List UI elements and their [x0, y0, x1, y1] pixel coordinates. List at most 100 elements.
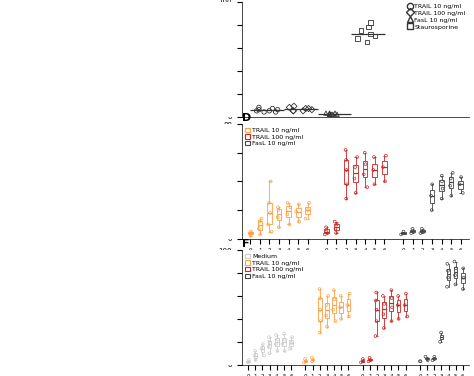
- Point: [321, 232, 328, 238]
- Bar: [454, 267, 457, 277]
- Point: [266, 210, 273, 216]
- Point: [326, 111, 333, 117]
- Bar: [261, 346, 264, 352]
- Point: [388, 295, 395, 301]
- Point: [264, 221, 272, 227]
- Point: [308, 107, 316, 113]
- Point: [457, 174, 465, 180]
- Legend: TRAIL 10 ng/ml, TRAIL 100 ng/ml, FasL 10 ng/ml: TRAIL 10 ng/ml, TRAIL 100 ng/ml, FasL 10…: [245, 127, 304, 147]
- Point: [460, 274, 467, 280]
- Point: [274, 207, 282, 213]
- Point: [342, 196, 350, 202]
- Point: [357, 27, 365, 33]
- Point: [342, 157, 350, 163]
- Point: [301, 356, 309, 362]
- Point: [328, 111, 335, 117]
- Bar: [282, 338, 286, 346]
- Point: [326, 110, 333, 116]
- Point: [309, 358, 316, 364]
- Bar: [458, 181, 463, 189]
- Point: [449, 170, 456, 176]
- Point: [438, 179, 446, 185]
- Bar: [277, 209, 282, 220]
- Point: [345, 314, 353, 320]
- Bar: [383, 302, 386, 318]
- Point: [286, 204, 294, 210]
- Point: [247, 233, 255, 239]
- Point: [430, 354, 438, 360]
- Point: [308, 355, 316, 361]
- Point: [364, 184, 371, 190]
- Point: [354, 36, 361, 42]
- Point: [265, 200, 273, 206]
- Point: [444, 274, 452, 280]
- Point: [370, 167, 377, 173]
- Point: [459, 265, 467, 271]
- Point: [452, 265, 460, 271]
- Point: [365, 358, 373, 364]
- Point: [316, 295, 324, 301]
- Bar: [382, 161, 387, 174]
- Point: [373, 307, 380, 313]
- Point: [273, 348, 281, 354]
- Point: [322, 110, 330, 116]
- Legend: Medium, TRAIL 10 ng/ml, TRAIL 100 ng/ml, FasL 10 ng/ml: Medium, TRAIL 10 ng/ml, TRAIL 100 ng/ml,…: [245, 253, 304, 280]
- Bar: [425, 358, 429, 359]
- Bar: [390, 296, 393, 311]
- Point: [337, 316, 345, 322]
- Point: [380, 325, 388, 331]
- Point: [371, 181, 378, 187]
- Bar: [410, 230, 415, 232]
- Point: [446, 183, 454, 189]
- Point: [417, 358, 424, 364]
- Bar: [397, 300, 400, 312]
- Bar: [432, 358, 436, 359]
- Bar: [429, 190, 434, 203]
- Bar: [275, 338, 279, 346]
- Point: [265, 334, 273, 340]
- Bar: [372, 164, 377, 177]
- Y-axis label: % of Apoptosis: % of Apoptosis: [207, 31, 216, 88]
- Bar: [334, 224, 339, 230]
- Bar: [289, 340, 293, 346]
- Point: [295, 218, 303, 224]
- Point: [343, 181, 351, 187]
- Bar: [461, 273, 465, 283]
- Point: [286, 105, 293, 111]
- Legend: TRAIL 10 ng/ml, TRAIL 100 ng/ml, FasL 10 ng/ml, Staurosporine: TRAIL 10 ng/ml, TRAIL 100 ng/ml, FasL 10…: [407, 3, 466, 30]
- Point: [251, 353, 258, 359]
- Point: [305, 200, 313, 206]
- Point: [329, 111, 337, 117]
- Point: [300, 359, 308, 365]
- Point: [333, 111, 341, 117]
- Point: [281, 337, 288, 343]
- Point: [316, 286, 323, 292]
- Point: [253, 108, 260, 114]
- Point: [428, 207, 436, 213]
- Point: [381, 301, 388, 307]
- Point: [342, 147, 349, 153]
- Point: [274, 204, 282, 210]
- Bar: [267, 203, 272, 224]
- Point: [444, 268, 452, 274]
- Point: [381, 179, 389, 185]
- Point: [451, 259, 458, 265]
- Point: [274, 107, 282, 113]
- Bar: [361, 360, 365, 362]
- Point: [301, 216, 309, 222]
- Point: [252, 357, 259, 363]
- Point: [401, 302, 409, 308]
- Point: [427, 193, 435, 199]
- Point: [362, 161, 369, 167]
- Bar: [339, 302, 343, 313]
- Point: [304, 207, 312, 213]
- Point: [373, 318, 380, 324]
- Point: [402, 291, 410, 297]
- Point: [256, 232, 264, 238]
- Point: [346, 291, 354, 297]
- Point: [365, 24, 372, 30]
- Point: [330, 296, 338, 302]
- Point: [279, 341, 286, 347]
- Point: [351, 164, 359, 170]
- Point: [247, 230, 255, 236]
